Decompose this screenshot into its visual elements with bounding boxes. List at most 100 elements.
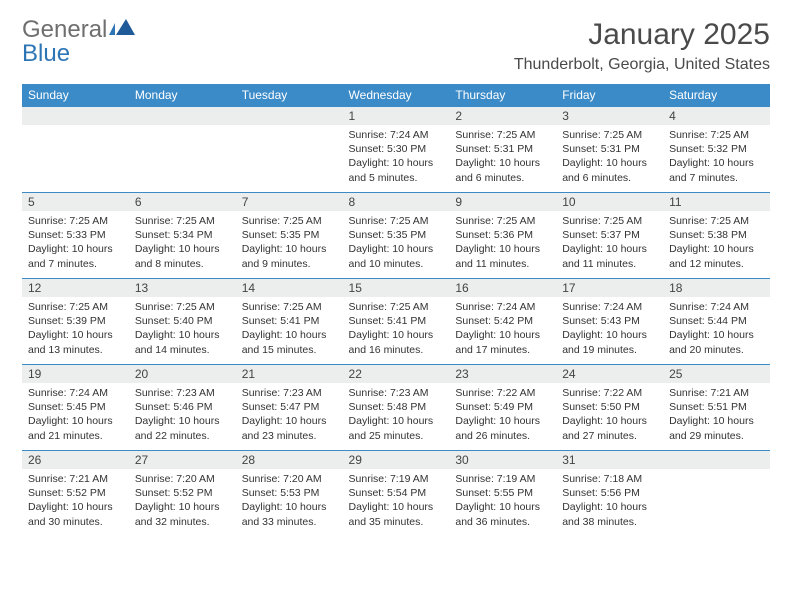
calendar-day-cell: 25Sunrise: 7:21 AMSunset: 5:51 PMDayligh… [663, 365, 770, 451]
day-number: 11 [663, 193, 770, 211]
day-number: 6 [129, 193, 236, 211]
calendar-week-row: 26Sunrise: 7:21 AMSunset: 5:52 PMDayligh… [22, 451, 770, 537]
calendar-body: 1Sunrise: 7:24 AMSunset: 5:30 PMDaylight… [22, 107, 770, 537]
calendar-day-cell: 30Sunrise: 7:19 AMSunset: 5:55 PMDayligh… [449, 451, 556, 537]
brand-word-1: General [22, 16, 107, 43]
day-details: Sunrise: 7:25 AMSunset: 5:35 PMDaylight:… [343, 211, 450, 275]
day-details: Sunrise: 7:20 AMSunset: 5:52 PMDaylight:… [129, 469, 236, 533]
flag-icon [109, 19, 135, 42]
calendar-day-cell: 15Sunrise: 7:25 AMSunset: 5:41 PMDayligh… [343, 279, 450, 365]
day-details: Sunrise: 7:25 AMSunset: 5:41 PMDaylight:… [343, 297, 450, 361]
day-number-empty [129, 107, 236, 125]
day-number: 1 [343, 107, 450, 125]
day-details: Sunrise: 7:25 AMSunset: 5:39 PMDaylight:… [22, 297, 129, 361]
day-details: Sunrise: 7:23 AMSunset: 5:48 PMDaylight:… [343, 383, 450, 447]
weekday-header: Monday [129, 84, 236, 107]
weekday-header: Friday [556, 84, 663, 107]
day-number: 7 [236, 193, 343, 211]
calendar-day-cell: 16Sunrise: 7:24 AMSunset: 5:42 PMDayligh… [449, 279, 556, 365]
calendar-day-cell: 17Sunrise: 7:24 AMSunset: 5:43 PMDayligh… [556, 279, 663, 365]
day-number: 15 [343, 279, 450, 297]
day-details: Sunrise: 7:22 AMSunset: 5:50 PMDaylight:… [556, 383, 663, 447]
calendar-day-cell: 29Sunrise: 7:19 AMSunset: 5:54 PMDayligh… [343, 451, 450, 537]
day-number: 10 [556, 193, 663, 211]
calendar-day-cell: 11Sunrise: 7:25 AMSunset: 5:38 PMDayligh… [663, 193, 770, 279]
day-details: Sunrise: 7:25 AMSunset: 5:33 PMDaylight:… [22, 211, 129, 275]
day-number: 29 [343, 451, 450, 469]
weekday-header: Wednesday [343, 84, 450, 107]
day-number: 26 [22, 451, 129, 469]
calendar-day-cell: 21Sunrise: 7:23 AMSunset: 5:47 PMDayligh… [236, 365, 343, 451]
day-details: Sunrise: 7:23 AMSunset: 5:47 PMDaylight:… [236, 383, 343, 447]
calendar-day-cell: 27Sunrise: 7:20 AMSunset: 5:52 PMDayligh… [129, 451, 236, 537]
calendar-empty-cell [129, 107, 236, 193]
day-details: Sunrise: 7:19 AMSunset: 5:55 PMDaylight:… [449, 469, 556, 533]
calendar-day-cell: 8Sunrise: 7:25 AMSunset: 5:35 PMDaylight… [343, 193, 450, 279]
day-number: 30 [449, 451, 556, 469]
day-number: 19 [22, 365, 129, 383]
calendar-week-row: 12Sunrise: 7:25 AMSunset: 5:39 PMDayligh… [22, 279, 770, 365]
calendar-day-cell: 6Sunrise: 7:25 AMSunset: 5:34 PMDaylight… [129, 193, 236, 279]
day-details: Sunrise: 7:19 AMSunset: 5:54 PMDaylight:… [343, 469, 450, 533]
day-details: Sunrise: 7:25 AMSunset: 5:31 PMDaylight:… [449, 125, 556, 189]
title-block: January 2025 Thunderbolt, Georgia, Unite… [514, 18, 770, 74]
day-number: 21 [236, 365, 343, 383]
day-number: 31 [556, 451, 663, 469]
calendar-day-cell: 23Sunrise: 7:22 AMSunset: 5:49 PMDayligh… [449, 365, 556, 451]
day-details: Sunrise: 7:25 AMSunset: 5:32 PMDaylight:… [663, 125, 770, 189]
day-details: Sunrise: 7:24 AMSunset: 5:44 PMDaylight:… [663, 297, 770, 361]
calendar-day-cell: 31Sunrise: 7:18 AMSunset: 5:56 PMDayligh… [556, 451, 663, 537]
calendar-day-cell: 20Sunrise: 7:23 AMSunset: 5:46 PMDayligh… [129, 365, 236, 451]
day-number-empty [22, 107, 129, 125]
calendar-week-row: 5Sunrise: 7:25 AMSunset: 5:33 PMDaylight… [22, 193, 770, 279]
day-number: 14 [236, 279, 343, 297]
day-number: 18 [663, 279, 770, 297]
day-number: 17 [556, 279, 663, 297]
day-details: Sunrise: 7:24 AMSunset: 5:30 PMDaylight:… [343, 125, 450, 189]
day-number: 23 [449, 365, 556, 383]
weekday-header: Saturday [663, 84, 770, 107]
weekday-header: Sunday [22, 84, 129, 107]
calendar-day-cell: 22Sunrise: 7:23 AMSunset: 5:48 PMDayligh… [343, 365, 450, 451]
calendar-day-cell: 14Sunrise: 7:25 AMSunset: 5:41 PMDayligh… [236, 279, 343, 365]
header: General Blue January 2025 Thunderbolt, G… [22, 18, 770, 74]
calendar-day-cell: 2Sunrise: 7:25 AMSunset: 5:31 PMDaylight… [449, 107, 556, 193]
calendar-day-cell: 13Sunrise: 7:25 AMSunset: 5:40 PMDayligh… [129, 279, 236, 365]
calendar-page: General Blue January 2025 Thunderbolt, G… [0, 0, 792, 547]
day-number: 24 [556, 365, 663, 383]
day-details: Sunrise: 7:25 AMSunset: 5:34 PMDaylight:… [129, 211, 236, 275]
day-details: Sunrise: 7:25 AMSunset: 5:41 PMDaylight:… [236, 297, 343, 361]
day-number: 22 [343, 365, 450, 383]
calendar-day-cell: 10Sunrise: 7:25 AMSunset: 5:37 PMDayligh… [556, 193, 663, 279]
weekday-header: Tuesday [236, 84, 343, 107]
calendar-day-cell: 12Sunrise: 7:25 AMSunset: 5:39 PMDayligh… [22, 279, 129, 365]
weekday-header: Thursday [449, 84, 556, 107]
day-number: 13 [129, 279, 236, 297]
day-number: 25 [663, 365, 770, 383]
location: Thunderbolt, Georgia, United States [514, 56, 770, 74]
day-details: Sunrise: 7:24 AMSunset: 5:45 PMDaylight:… [22, 383, 129, 447]
day-details: Sunrise: 7:24 AMSunset: 5:43 PMDaylight:… [556, 297, 663, 361]
calendar-empty-cell [236, 107, 343, 193]
calendar-day-cell: 5Sunrise: 7:25 AMSunset: 5:33 PMDaylight… [22, 193, 129, 279]
day-number: 8 [343, 193, 450, 211]
calendar-table: SundayMondayTuesdayWednesdayThursdayFrid… [22, 84, 770, 537]
calendar-day-cell: 19Sunrise: 7:24 AMSunset: 5:45 PMDayligh… [22, 365, 129, 451]
day-details: Sunrise: 7:24 AMSunset: 5:42 PMDaylight:… [449, 297, 556, 361]
brand-logo: General Blue [22, 18, 135, 66]
day-number: 27 [129, 451, 236, 469]
day-details: Sunrise: 7:18 AMSunset: 5:56 PMDaylight:… [556, 469, 663, 533]
day-number: 28 [236, 451, 343, 469]
day-details: Sunrise: 7:21 AMSunset: 5:51 PMDaylight:… [663, 383, 770, 447]
day-details: Sunrise: 7:25 AMSunset: 5:40 PMDaylight:… [129, 297, 236, 361]
calendar-day-cell: 3Sunrise: 7:25 AMSunset: 5:31 PMDaylight… [556, 107, 663, 193]
calendar-day-cell: 1Sunrise: 7:24 AMSunset: 5:30 PMDaylight… [343, 107, 450, 193]
calendar-empty-cell [22, 107, 129, 193]
calendar-day-cell: 28Sunrise: 7:20 AMSunset: 5:53 PMDayligh… [236, 451, 343, 537]
day-number-empty [236, 107, 343, 125]
day-number: 2 [449, 107, 556, 125]
day-details: Sunrise: 7:22 AMSunset: 5:49 PMDaylight:… [449, 383, 556, 447]
day-details: Sunrise: 7:25 AMSunset: 5:35 PMDaylight:… [236, 211, 343, 275]
brand-word-2: Blue [22, 40, 70, 67]
calendar-day-cell: 4Sunrise: 7:25 AMSunset: 5:32 PMDaylight… [663, 107, 770, 193]
